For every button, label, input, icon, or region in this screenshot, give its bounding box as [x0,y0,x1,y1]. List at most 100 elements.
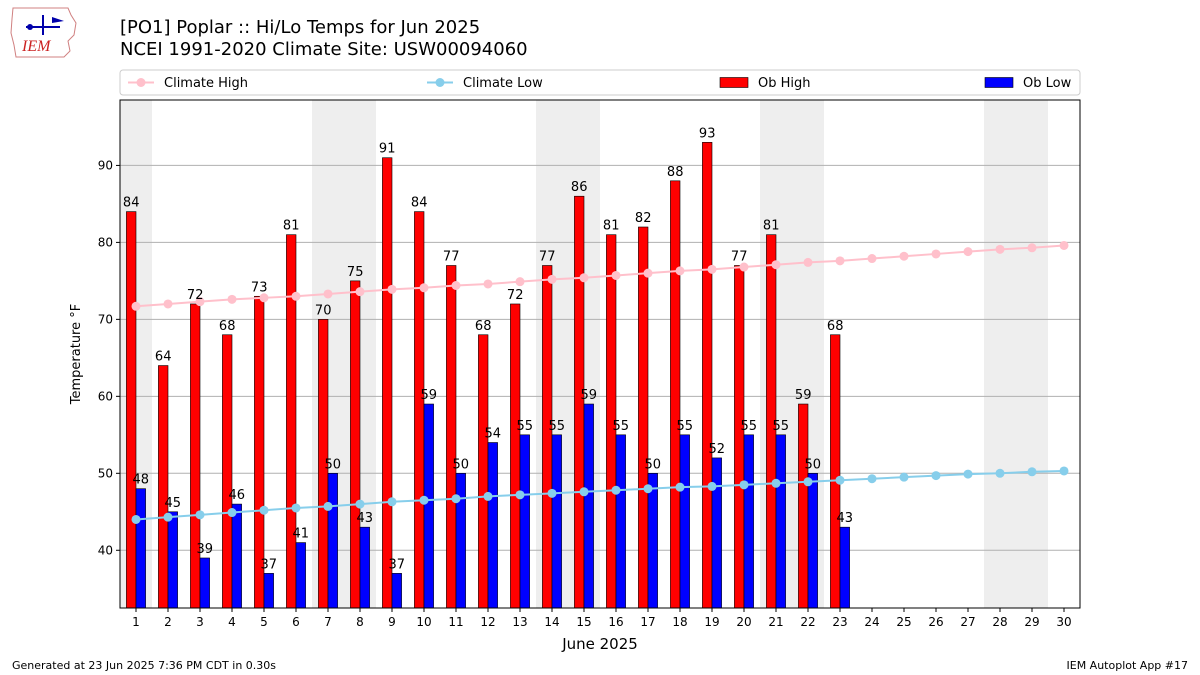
ob-high-bar [222,334,233,609]
x-tick-label: 7 [324,615,332,629]
x-tick-label: 17 [640,615,655,629]
climate-high-point [611,270,621,280]
ob-high-bar [542,265,553,609]
x-tick-label: 25 [896,615,911,629]
climate-low-point [163,512,173,522]
ob-high-label: 84 [411,196,428,211]
ob-low-bar [231,503,242,609]
climate-low-point [1059,466,1069,476]
climate-low-point [899,472,909,482]
ob-high-bar [798,403,809,609]
x-tick-label: 18 [672,615,687,629]
climate-low-point [451,494,461,504]
x-tick-label: 8 [356,615,364,629]
ob-low-label: 55 [613,419,630,434]
x-tick-label: 21 [768,615,783,629]
legend-bar-swatch [984,77,1014,88]
ob-high-bar [126,211,137,609]
ob-high-label: 82 [635,211,652,226]
ob-high-label: 91 [379,142,396,157]
ob-high-bar [190,303,201,609]
ob-low-label: 37 [261,557,278,572]
climate-high-point [387,284,397,294]
x-tick-label: 29 [1024,615,1039,629]
x-tick-label: 1 [132,615,140,629]
x-tick-label: 11 [448,615,463,629]
weekend-shade [1016,100,1048,608]
ob-low-bar [199,557,210,609]
ob-low-label: 55 [549,419,566,434]
climate-low-point [515,490,525,500]
ob-high-bar [510,303,521,609]
climate-low-point [707,481,717,491]
climate-high-point [707,264,717,274]
ob-high-label: 88 [667,165,684,180]
ob-high-label: 68 [219,319,236,334]
legend-marker [435,78,445,87]
ob-low-bar [455,473,466,609]
ob-low-bar [263,573,274,609]
ob-low-label: 55 [677,419,694,434]
chart-subtitle: NCEI 1991-2020 Climate Site: USW00094060 [120,39,528,60]
ob-low-bar [615,434,626,609]
y-tick-label: 60 [98,389,113,403]
x-tick-label: 19 [704,615,719,629]
y-tick-label: 80 [98,235,113,249]
legend-box [119,69,1081,96]
ob-low-bar [679,434,690,609]
climate-high-point [899,251,909,261]
ob-low-label: 45 [165,496,182,511]
ob-high-label: 93 [699,126,716,141]
ob-high-label: 77 [731,249,748,264]
x-tick-label: 16 [608,615,623,629]
ob-low-bar [359,526,370,609]
ob-low-label: 50 [453,457,470,472]
climate-high-point [451,280,461,290]
ob-low-label: 59 [581,388,598,403]
ob-low-label: 50 [645,457,662,472]
climate-high-point [1027,243,1037,253]
ob-low-label: 37 [389,557,406,572]
ob-low-bar [807,473,818,609]
climate-low-point [547,488,557,498]
ob-high-bar [638,226,649,609]
x-tick-label: 10 [416,615,431,629]
ob-high-label: 68 [827,319,844,334]
ob-low-label: 46 [229,488,246,503]
climate-low-point [739,480,749,490]
climate-high-point [195,297,205,307]
climate-high-point [835,256,845,266]
climate-low-point [963,469,973,479]
ob-high-bar [350,280,361,609]
ob-low-label: 54 [485,427,502,442]
x-tick-label: 28 [992,615,1007,629]
legend-label: Climate Low [463,76,543,91]
x-tick-label: 9 [388,615,396,629]
ob-high-label: 73 [251,280,268,295]
app-credit: IEM Autoplot App #17 [1066,659,1189,672]
x-axis-label: June 2025 [561,635,638,653]
climate-low-point [291,503,301,513]
ob-low-bar [551,434,562,609]
x-tick-label: 3 [196,615,204,629]
ob-high-label: 70 [315,303,332,318]
iem-logo: IEM [10,7,77,58]
ob-low-label: 48 [133,473,150,488]
ob-high-label: 86 [571,180,588,195]
climate-low-point [931,471,941,481]
ob-low-bar [583,403,594,609]
ob-high-label: 75 [347,265,364,280]
legend-marker [136,78,146,87]
ob-high-bar [446,265,457,609]
legend-label: Ob High [758,76,811,91]
y-tick-label: 70 [98,312,113,326]
climate-high-point [579,273,589,283]
x-tick-label: 12 [480,615,495,629]
ob-low-label: 55 [741,419,758,434]
ob-low-bar [519,434,530,609]
climate-high-point [675,266,685,276]
ob-low-bar [167,511,178,609]
ob-high-bar [670,180,681,609]
ob-high-bar [734,265,745,609]
climate-high-point [323,289,333,299]
